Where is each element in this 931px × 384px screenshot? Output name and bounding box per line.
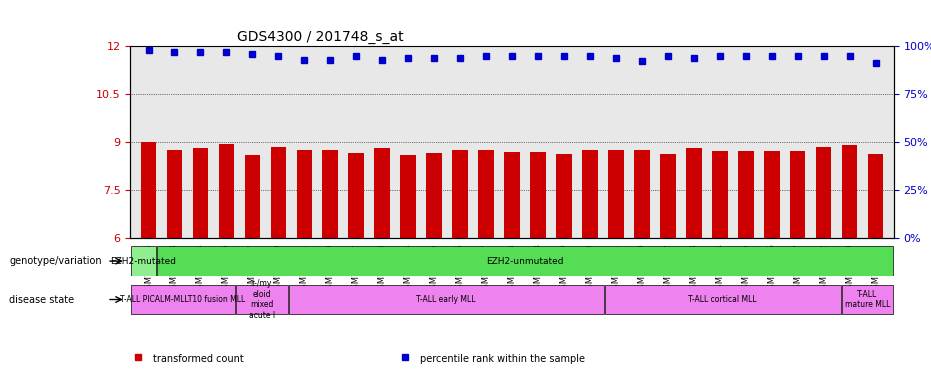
Text: T-ALL cortical MLL: T-ALL cortical MLL — [688, 295, 757, 304]
Bar — [245, 155, 260, 238]
Bar — [505, 152, 519, 238]
Bar — [582, 150, 598, 238]
FancyBboxPatch shape — [842, 285, 893, 314]
Bar — [686, 149, 702, 238]
Bar — [141, 142, 156, 238]
Bar — [868, 154, 884, 238]
Bar — [271, 147, 286, 238]
Bar — [426, 153, 442, 238]
Bar — [789, 151, 805, 238]
Bar — [634, 150, 650, 238]
Bar — [374, 149, 390, 238]
Text: GDS4300 / 201748_s_at: GDS4300 / 201748_s_at — [237, 30, 404, 44]
Text: genotype/variation: genotype/variation — [9, 256, 101, 266]
Bar — [219, 144, 235, 238]
Bar — [193, 149, 209, 238]
Bar — [738, 151, 753, 238]
Bar — [348, 153, 364, 238]
Bar — [764, 151, 779, 238]
Bar — [297, 150, 312, 238]
Bar — [816, 147, 831, 238]
Bar — [452, 150, 468, 238]
Text: T-ALL
mature MLL: T-ALL mature MLL — [844, 290, 890, 309]
Bar — [842, 145, 857, 238]
Bar — [322, 150, 338, 238]
Text: EZH2-unmutated: EZH2-unmutated — [487, 257, 564, 266]
FancyBboxPatch shape — [289, 285, 603, 314]
Text: EZH2-mutated: EZH2-mutated — [111, 257, 177, 266]
FancyBboxPatch shape — [236, 285, 288, 314]
Text: percentile rank within the sample: percentile rank within the sample — [421, 354, 586, 364]
FancyBboxPatch shape — [605, 285, 841, 314]
Text: transformed count: transformed count — [154, 354, 244, 364]
Bar — [479, 150, 493, 238]
FancyBboxPatch shape — [131, 247, 156, 276]
Text: t-/my
eloid
mixed
acute l: t-/my eloid mixed acute l — [249, 280, 275, 319]
Bar — [712, 151, 727, 238]
Bar — [531, 152, 546, 238]
Bar — [167, 150, 182, 238]
Bar — [400, 155, 416, 238]
Bar — [556, 154, 572, 238]
Text: disease state: disease state — [9, 295, 74, 305]
Bar — [608, 150, 624, 238]
Text: T-ALL PICALM-MLLT10 fusion MLL: T-ALL PICALM-MLLT10 fusion MLL — [120, 295, 246, 304]
FancyBboxPatch shape — [157, 247, 893, 276]
Bar — [660, 154, 676, 238]
FancyBboxPatch shape — [131, 285, 236, 314]
Text: T-ALL early MLL: T-ALL early MLL — [416, 295, 476, 304]
